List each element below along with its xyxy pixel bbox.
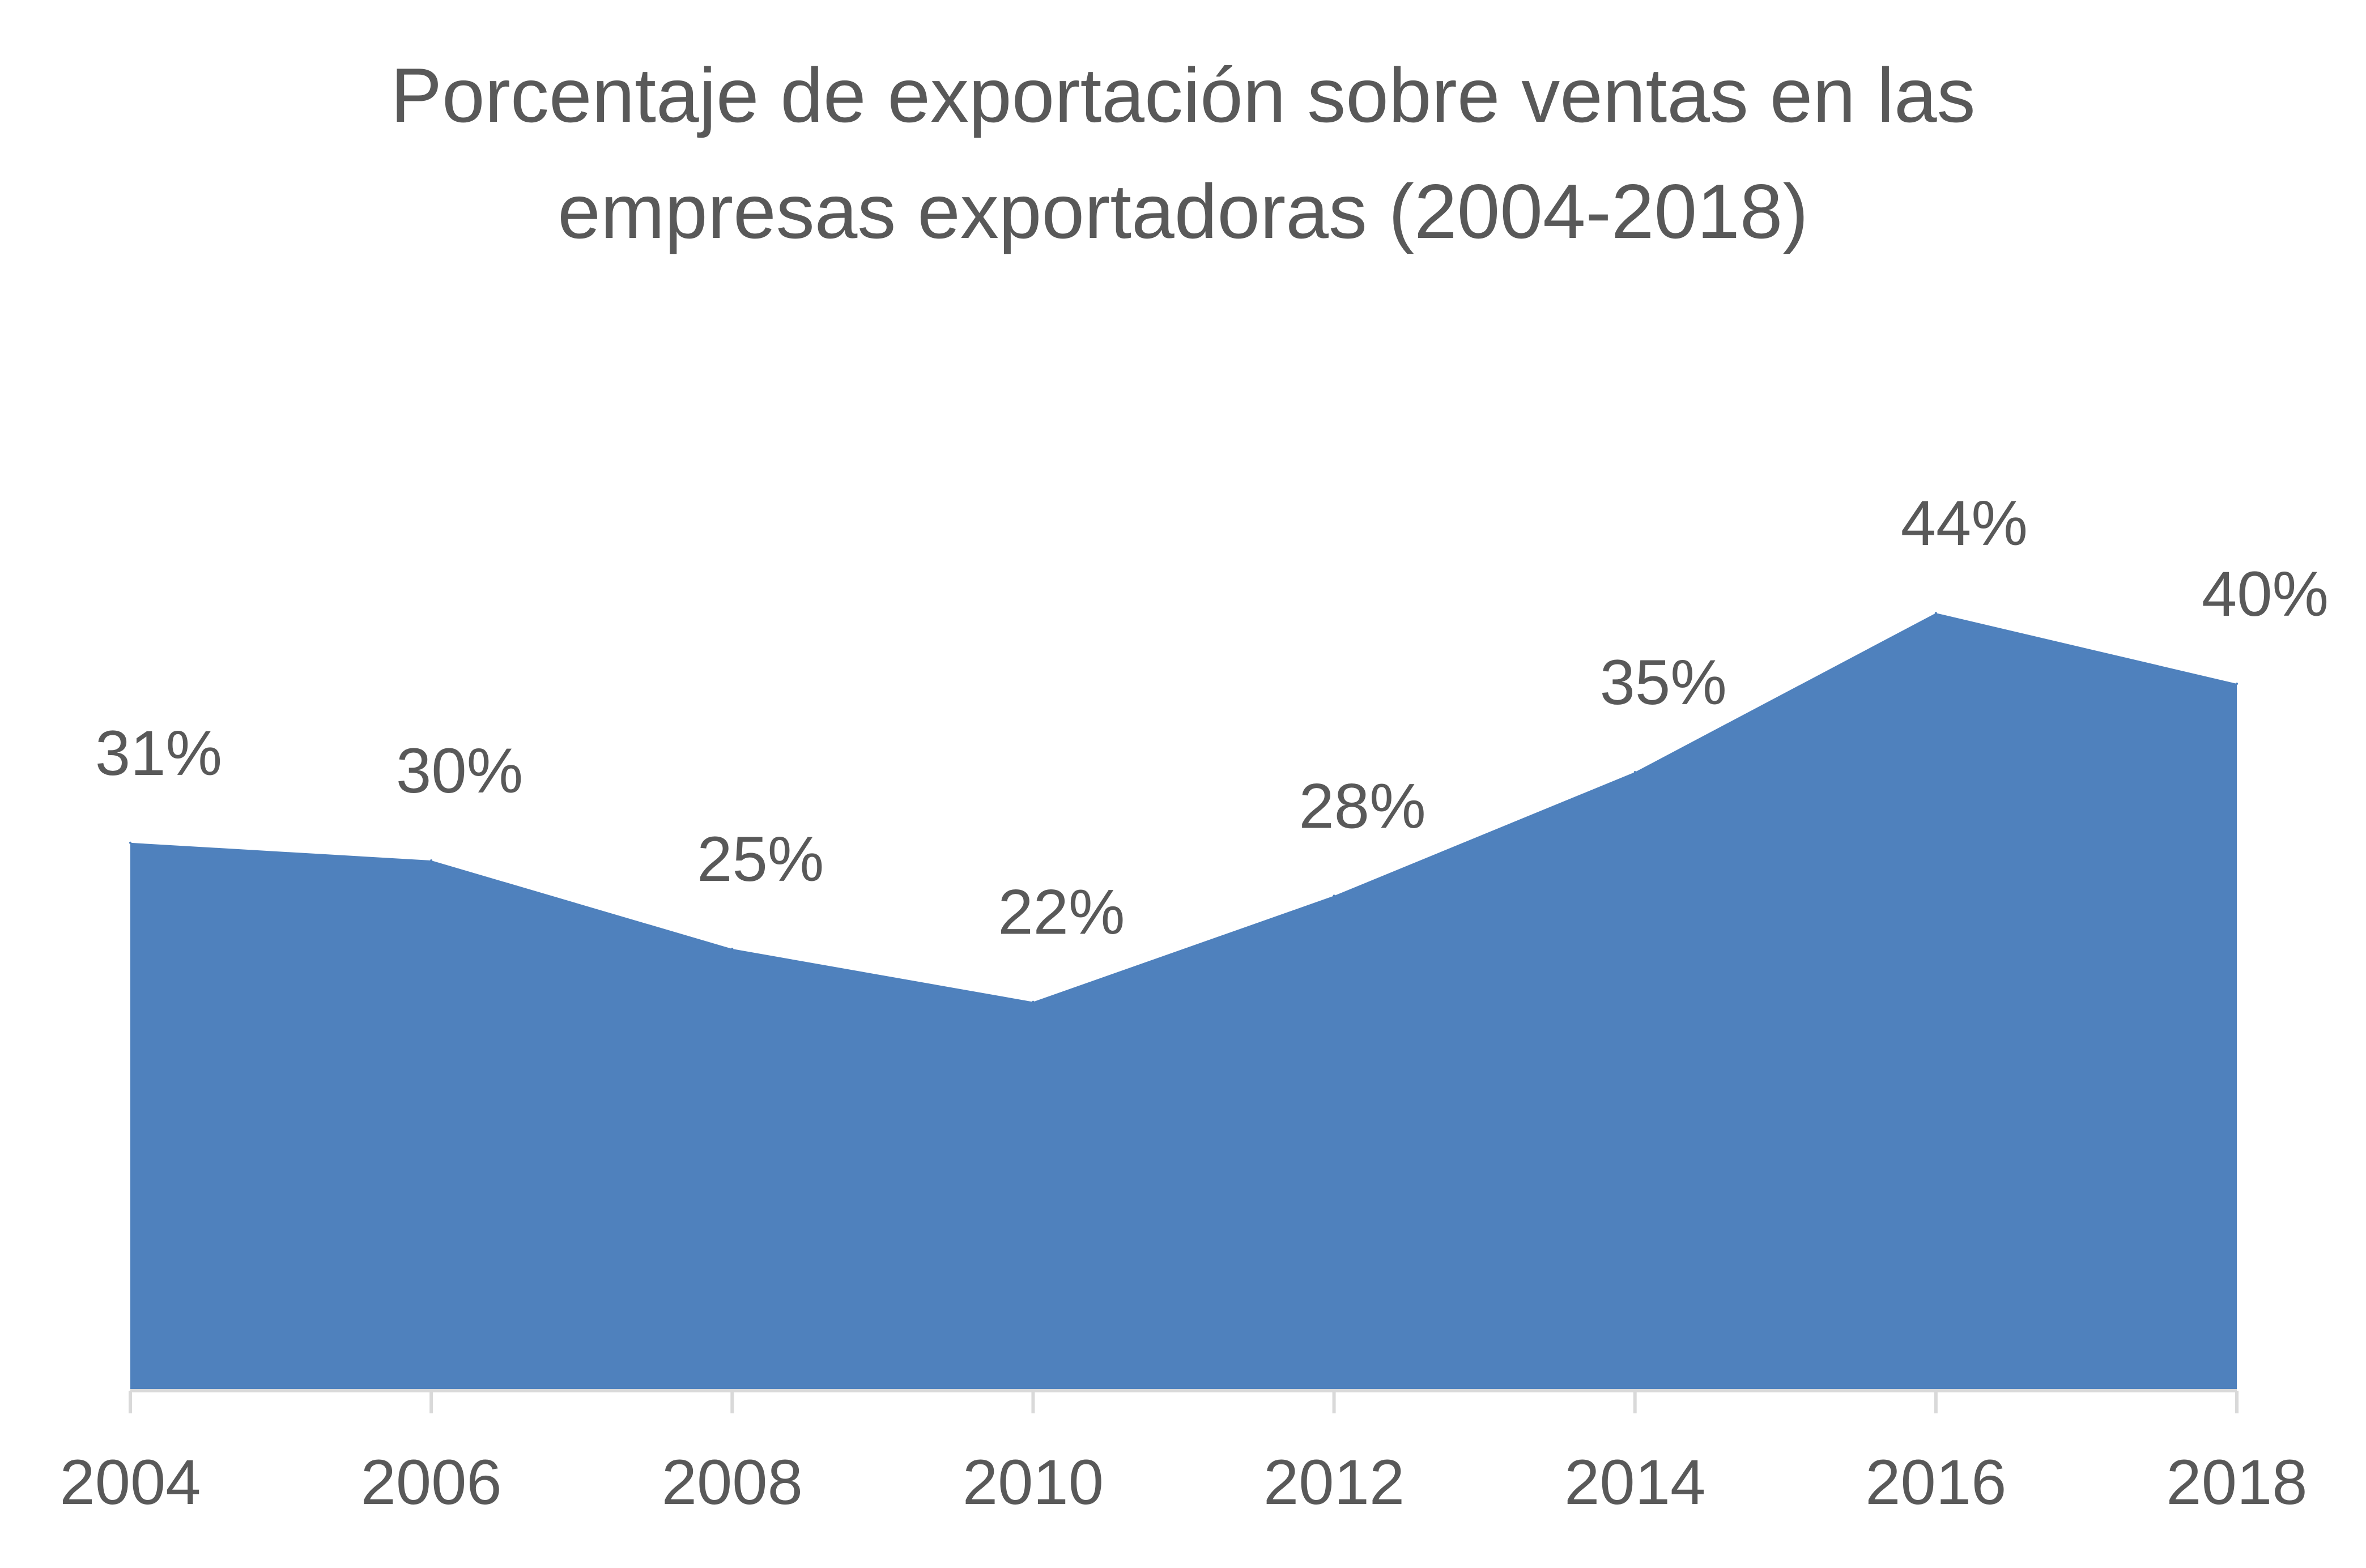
x-tick-label: 2016 bbox=[1865, 1447, 2006, 1518]
data-label-2006: 30% bbox=[396, 735, 523, 806]
chart-title-line-1: Porcentaje de exportación sobre ventas e… bbox=[390, 52, 1975, 138]
x-tick-label: 2018 bbox=[2166, 1447, 2307, 1518]
data-point-2008 bbox=[731, 948, 734, 950]
data-label-2010: 22% bbox=[998, 877, 1125, 948]
x-tick-label: 2010 bbox=[963, 1447, 1104, 1518]
plot-area bbox=[129, 612, 2238, 1391]
data-label-2018: 40% bbox=[2202, 559, 2329, 629]
data-point-2012 bbox=[1333, 894, 1335, 897]
data-label-2008: 25% bbox=[697, 824, 824, 894]
x-tick-label: 2006 bbox=[361, 1447, 502, 1518]
x-tick-label: 2012 bbox=[1263, 1447, 1405, 1518]
data-labels: 31% 30% 25% 22% 28% 35% 44% 40% bbox=[95, 488, 2329, 947]
data-label-2016: 44% bbox=[1901, 488, 2028, 559]
data-point-2010 bbox=[1032, 1000, 1035, 1003]
data-point-2006 bbox=[430, 859, 433, 862]
data-label-2014: 35% bbox=[1600, 647, 1727, 718]
data-point-2004 bbox=[129, 841, 131, 844]
data-label-2004: 31% bbox=[95, 718, 222, 789]
data-point-2014 bbox=[1633, 771, 1636, 773]
x-tick-label: 2004 bbox=[59, 1447, 201, 1518]
x-tick-label: 2014 bbox=[1564, 1447, 1705, 1518]
data-point-2018 bbox=[2236, 683, 2238, 685]
x-axis: 2004 2006 2008 2010 2012 2014 2016 2018 bbox=[59, 1389, 2308, 1518]
chart-title-line-2: empresas exportadoras (2004-2018) bbox=[558, 168, 1808, 254]
x-tick-label: 2008 bbox=[662, 1447, 803, 1518]
data-point-2016 bbox=[1934, 612, 1937, 615]
area-series bbox=[130, 613, 2237, 1391]
chart-title: Porcentaje de exportación sobre ventas e… bbox=[390, 52, 1975, 254]
data-label-2012: 28% bbox=[1299, 770, 1425, 841]
